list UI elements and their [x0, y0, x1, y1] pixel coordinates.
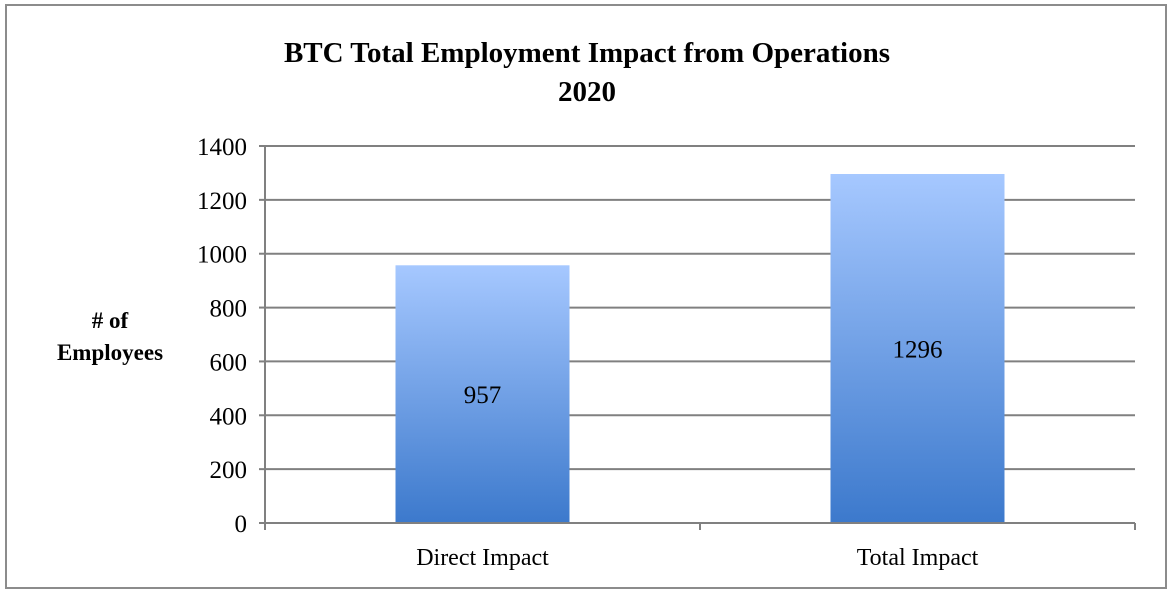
x-axis-categories: Direct Impact Total Impact: [416, 545, 978, 571]
y-tick-label: 0: [235, 511, 248, 538]
y-axis-label-line2: Employees: [57, 340, 163, 365]
y-axis-label-line1: # of: [92, 308, 129, 333]
bar-data-label: 1296: [893, 337, 943, 364]
y-tick-label: 600: [210, 349, 248, 376]
x-category-label: Direct Impact: [416, 545, 549, 571]
x-category-label: Total Impact: [857, 545, 979, 571]
bar-data-label: 957: [464, 382, 502, 409]
y-tick-label: 800: [210, 296, 248, 323]
y-tick-label: 400: [210, 403, 248, 430]
y-tick-label: 1400: [197, 134, 247, 161]
y-axis-ticks: 0 200 400 600 800 1000 1200 1400: [197, 134, 265, 538]
y-tick-label: 1200: [197, 188, 247, 215]
bar-direct-impact: [395, 265, 570, 523]
chart-subtitle: 2020: [558, 76, 616, 108]
chart-title: BTC Total Employment Impact from Operati…: [284, 37, 890, 69]
axes: [259, 146, 1136, 530]
bar-total-impact: [830, 174, 1005, 523]
y-tick-label: 1000: [197, 242, 247, 269]
bars: 957 1296: [395, 174, 1005, 523]
y-tick-label: 200: [210, 457, 248, 484]
